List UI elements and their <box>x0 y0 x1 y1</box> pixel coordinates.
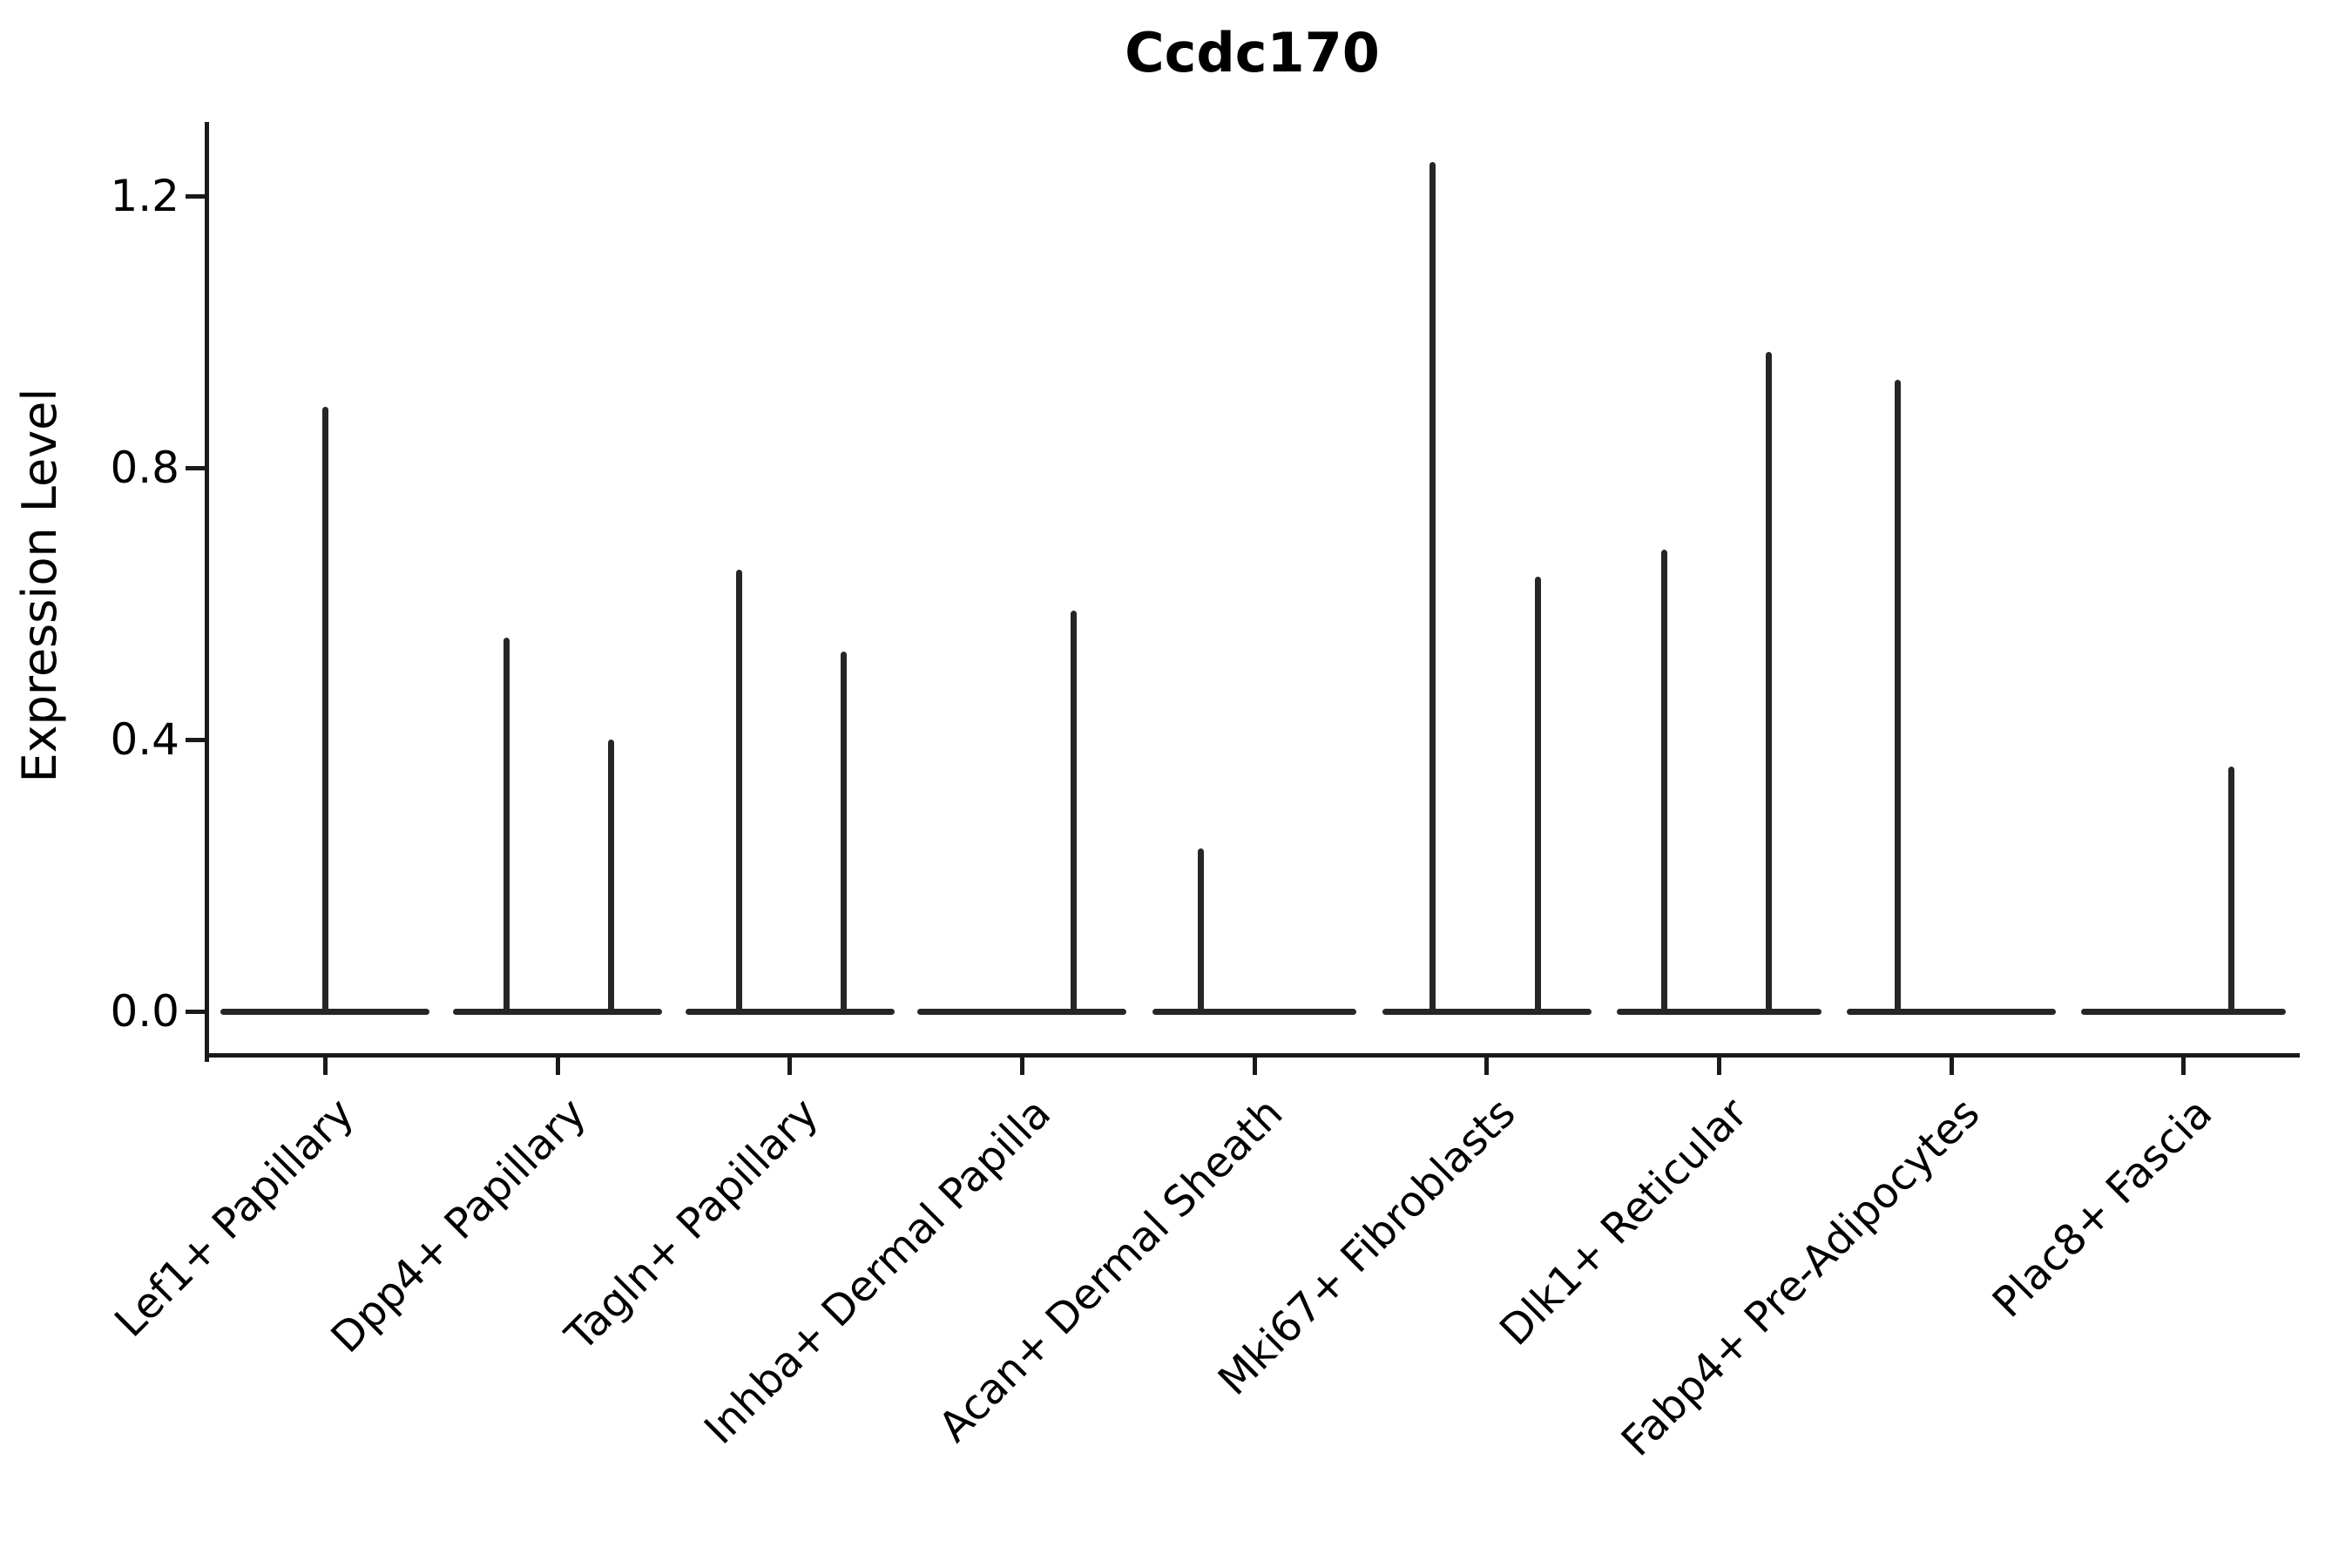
x-tick-mark <box>1949 1058 1954 1075</box>
violin-spike <box>503 638 510 1015</box>
x-tick-mark <box>555 1058 560 1075</box>
x-tick-mark <box>1252 1058 1257 1075</box>
y-tick-mark <box>186 465 205 470</box>
y-tick-mark <box>186 1009 205 1014</box>
y-tick-mark <box>186 737 205 742</box>
violin-baseline <box>685 1008 895 1015</box>
y-tick-label: 0.0 <box>110 986 179 1037</box>
x-tick-label: Dlk1+ Reticular <box>1490 1088 1757 1355</box>
y-tick-mark <box>186 193 205 199</box>
x-tick-mark <box>787 1058 793 1075</box>
violin-spike <box>1198 848 1205 1015</box>
violin-spike <box>1534 576 1541 1015</box>
violin-baseline <box>1382 1008 1592 1015</box>
y-axis-spine <box>205 122 209 1062</box>
x-axis-spine <box>205 1053 2300 1058</box>
violin-baseline <box>2081 1008 2286 1015</box>
x-tick-mark <box>1484 1058 1490 1075</box>
violin-baseline <box>1847 1008 2056 1015</box>
violin-spike <box>1070 610 1077 1015</box>
y-tick-label: 1.2 <box>110 171 179 221</box>
violin-baseline <box>1617 1008 1821 1015</box>
x-tick-label: Tagln+ Papillary <box>556 1088 828 1361</box>
x-tick-mark <box>1019 1058 1024 1075</box>
violin-spike <box>607 740 614 1015</box>
violin-spike <box>321 406 328 1015</box>
violin-spike <box>735 570 742 1015</box>
violin-spike <box>840 651 847 1015</box>
violin-spike <box>1661 549 1668 1015</box>
violin-spike <box>1429 162 1436 1015</box>
violin-baseline <box>917 1008 1127 1015</box>
violin-baseline <box>453 1008 662 1015</box>
y-tick-label: 0.8 <box>110 443 179 493</box>
x-tick-mark <box>322 1058 328 1075</box>
violin-spike <box>2227 767 2234 1015</box>
violin-spike <box>1895 379 1902 1015</box>
violin-spike <box>1766 352 1773 1015</box>
x-tick-label: Dpp4+ Papillary <box>321 1088 596 1362</box>
chart-title: Ccdc170 <box>1125 21 1380 84</box>
x-tick-label: Lef1+ Papillary <box>105 1088 363 1347</box>
violin-baseline <box>1152 1008 1357 1015</box>
y-tick-label: 0.4 <box>110 714 179 765</box>
x-tick-mark <box>1716 1058 1721 1075</box>
x-tick-label: Plac8+ Fascia <box>1983 1088 2222 1328</box>
x-tick-mark <box>2181 1058 2186 1075</box>
